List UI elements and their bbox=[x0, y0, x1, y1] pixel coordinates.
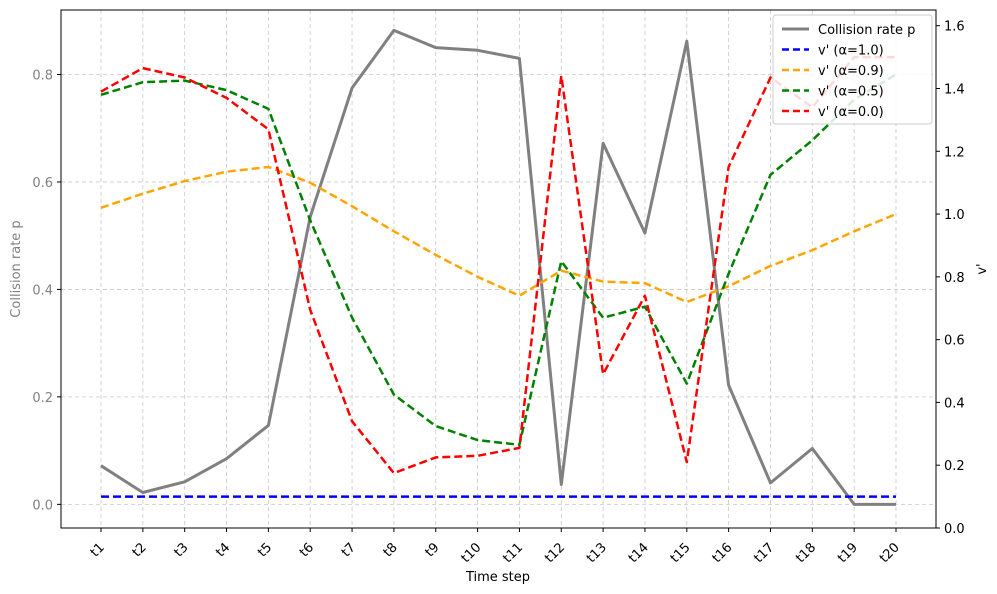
x-tick-label: t12 bbox=[542, 540, 568, 566]
left-y-tick-label: 0.8 bbox=[32, 68, 53, 83]
left-y-tick-label: 0.2 bbox=[32, 391, 53, 406]
x-axis-title: Time step bbox=[465, 570, 530, 585]
x-tick-label: t14 bbox=[626, 540, 652, 566]
x-tick-label: t11 bbox=[500, 540, 526, 566]
left-y-axis: 0.0 0.2 0.4 0.6 0.8 bbox=[32, 68, 61, 513]
legend-label: v' (α=1.0) bbox=[818, 44, 884, 59]
x-tick-label: t1 bbox=[88, 540, 108, 560]
series-line-v-0-5- bbox=[100, 73, 897, 447]
left-y-tick-label: 0.6 bbox=[32, 176, 53, 191]
right-y-tick-label: 0.2 bbox=[944, 459, 965, 474]
x-tick-label: t17 bbox=[751, 540, 777, 566]
series-lines bbox=[100, 28, 897, 506]
x-tick-label: t2 bbox=[130, 540, 150, 560]
x-axis: t1 t2 t3 t4 t5 t6 t7 t8 t9 t10 t11 t12 t13 t14 t15 t16 t… bbox=[88, 528, 903, 566]
x-tick-label: t10 bbox=[458, 540, 484, 566]
x-tick-label: t20 bbox=[877, 540, 903, 566]
left-y-axis-title: Collision rate p bbox=[9, 220, 24, 317]
series-line-v-0-9- bbox=[100, 165, 897, 304]
x-tick-label: t8 bbox=[381, 540, 401, 560]
plot-frame bbox=[60, 9, 937, 529]
legend-label: Collision rate p bbox=[818, 23, 915, 38]
right-y-tick-label: 0.0 bbox=[944, 522, 965, 537]
left-y-tick-label: 0.0 bbox=[32, 498, 53, 513]
legend-label: v' (α=0.9) bbox=[818, 64, 884, 79]
x-tick-label: t3 bbox=[171, 540, 191, 560]
x-tick-label: t9 bbox=[423, 540, 443, 560]
x-tick-label: t18 bbox=[793, 540, 819, 566]
legend-label: v' (α=0.5) bbox=[818, 85, 884, 100]
legend: Collision rate p v' (α=1.0) v' (α=0.9) v' (… bbox=[772, 14, 933, 125]
right-y-tick-label: 1.4 bbox=[944, 82, 965, 97]
x-tick-label: t19 bbox=[835, 540, 861, 566]
x-tick-label: t16 bbox=[710, 540, 736, 566]
right-y-tick-label: 1.2 bbox=[944, 145, 965, 160]
series-line-collision-rate-p bbox=[100, 28, 896, 506]
right-y-axis: 0.0 0.2 0.4 0.6 0.8 1.0 1.2 1.4 1.6 bbox=[936, 20, 965, 537]
legend-label: v' (α=0.0) bbox=[818, 105, 884, 120]
x-tick-label: t4 bbox=[213, 540, 233, 560]
right-y-tick-label: 1.0 bbox=[944, 208, 965, 223]
series-line-v-0-0- bbox=[100, 55, 896, 475]
left-y-tick-label: 0.4 bbox=[32, 283, 53, 298]
x-tick-label: t15 bbox=[668, 540, 694, 566]
right-y-axis-title: v' bbox=[975, 263, 990, 274]
x-tick-label: t5 bbox=[255, 540, 275, 560]
x-tick-label: t7 bbox=[339, 540, 359, 560]
right-y-tick-label: 0.8 bbox=[944, 271, 965, 286]
x-tick-label: t13 bbox=[584, 540, 610, 566]
right-y-tick-label: 0.6 bbox=[944, 334, 965, 349]
right-y-tick-label: 0.4 bbox=[944, 396, 965, 411]
x-tick-label: t6 bbox=[297, 540, 317, 560]
right-y-tick-label: 1.6 bbox=[944, 20, 965, 35]
legend-box bbox=[772, 14, 933, 125]
